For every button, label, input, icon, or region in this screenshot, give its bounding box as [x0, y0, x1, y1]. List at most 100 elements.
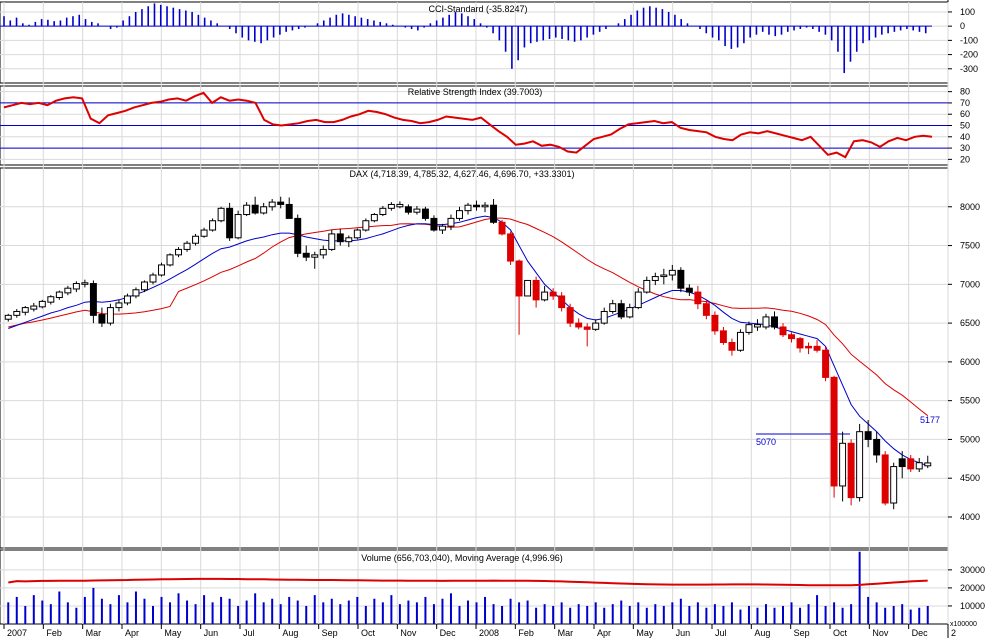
candle-body: [634, 291, 642, 309]
value-tick-label: 4000: [960, 512, 980, 522]
candle-body: [464, 204, 472, 212]
candle-body: [677, 269, 685, 289]
candle-body: [515, 260, 523, 297]
volume-panel: [7, 551, 929, 624]
candle-body: [132, 289, 140, 297]
month-label: Oct: [833, 628, 848, 638]
candle-body: [490, 204, 498, 223]
rsi-panel: [0, 91, 948, 159]
candle-body: [81, 282, 89, 285]
candle-body: [47, 296, 55, 303]
value-tick-label: -300: [960, 64, 978, 74]
month-label: Jul: [243, 628, 255, 638]
month-label: 2: [951, 628, 956, 638]
candle-body: [864, 431, 872, 440]
candle-body: [830, 376, 838, 487]
candle-body: [192, 235, 200, 244]
candle-body: [13, 310, 21, 316]
month-label: Sep: [322, 628, 338, 638]
candle-body: [158, 264, 165, 276]
cci-panel: [0, 3, 932, 74]
month-label: Mar: [558, 628, 574, 638]
candle-body: [609, 303, 617, 312]
candle-body: [251, 204, 259, 214]
candle-body: [166, 254, 174, 266]
volume-title: Volume (656,703,040), Moving Average (4,…: [361, 553, 562, 563]
candle-body: [643, 279, 651, 293]
volume-scale-label: x100000: [950, 621, 977, 628]
rsi-line: [3, 91, 933, 159]
candle-body: [660, 274, 668, 278]
candle-body: [89, 283, 97, 316]
candle-body: [575, 322, 583, 328]
month-label: May: [164, 628, 182, 638]
value-tick-label: 20000: [960, 583, 985, 593]
candle-body: [226, 207, 234, 239]
candle-body: [38, 300, 46, 308]
candle-body: [311, 254, 319, 258]
candle-body: [762, 316, 770, 328]
axes: 2007 Feb Mar Apr May Jun Jul Aug Sep Oct Nov Dec 200…: [3, 7, 985, 638]
month-label: 2007: [7, 628, 27, 638]
candle-body: [21, 307, 29, 313]
rsi-title: Relative Strength Index (39.7003): [408, 87, 543, 97]
annotation-5070: 5070: [756, 437, 776, 447]
month-label: Sep: [794, 628, 810, 638]
dax-panel: [4, 196, 932, 510]
value-tick-label: 5000: [960, 434, 980, 444]
candle-body: [617, 303, 625, 318]
candle-body: [873, 438, 881, 456]
candle-body: [302, 252, 310, 258]
candle-body: [473, 204, 480, 208]
value-tick-label: 40: [960, 132, 970, 142]
candle-body: [353, 229, 361, 239]
candle-body: [413, 208, 421, 213]
month-label: Oct: [361, 628, 376, 638]
candle-body: [507, 233, 515, 262]
candle-body: [847, 442, 855, 499]
candle-body: [336, 233, 344, 243]
candle-body: [668, 269, 676, 276]
candle-body: [813, 345, 821, 351]
candle-body: [328, 233, 336, 250]
month-label: Jul: [715, 628, 727, 638]
candle-body: [387, 203, 395, 209]
candle-body: [719, 330, 727, 343]
candle-body: [396, 203, 404, 208]
month-label: Apr: [125, 628, 139, 638]
candle-body: [243, 204, 251, 216]
candle-body: [898, 458, 906, 468]
month-label: Feb: [46, 628, 62, 638]
month-label: Nov: [400, 628, 417, 638]
value-tick-label: 30000: [960, 565, 985, 575]
value-tick-label: 8000: [960, 202, 980, 212]
candle-body: [788, 334, 796, 340]
dax-title: DAX (4,718.39, 4,785.32, 4,627.46, 4,696…: [350, 169, 575, 179]
candle-body: [285, 203, 293, 219]
dax-ma-long: [8, 217, 929, 417]
candle-body: [524, 279, 532, 297]
month-label: Feb: [518, 628, 534, 638]
value-tick-label: 10000: [960, 601, 985, 611]
candle-body: [123, 295, 131, 304]
candle-body: [140, 281, 148, 291]
candle-body: [115, 302, 123, 309]
candle-body: [839, 442, 847, 487]
candle-body: [64, 287, 72, 294]
candle-body: [430, 217, 438, 231]
month-label: Mar: [86, 628, 102, 638]
candle-body: [379, 207, 387, 216]
candle-body: [583, 326, 591, 330]
candle-body: [771, 316, 778, 328]
candle-body: [626, 307, 634, 318]
candle-body: [438, 225, 446, 231]
value-tick-label: 0: [960, 21, 965, 31]
candle-body: [796, 338, 804, 349]
candle-body: [805, 345, 813, 349]
candle-body: [651, 276, 659, 281]
month-label: Dec: [440, 628, 457, 638]
candle-body: [149, 274, 157, 283]
candle-body: [558, 295, 566, 309]
